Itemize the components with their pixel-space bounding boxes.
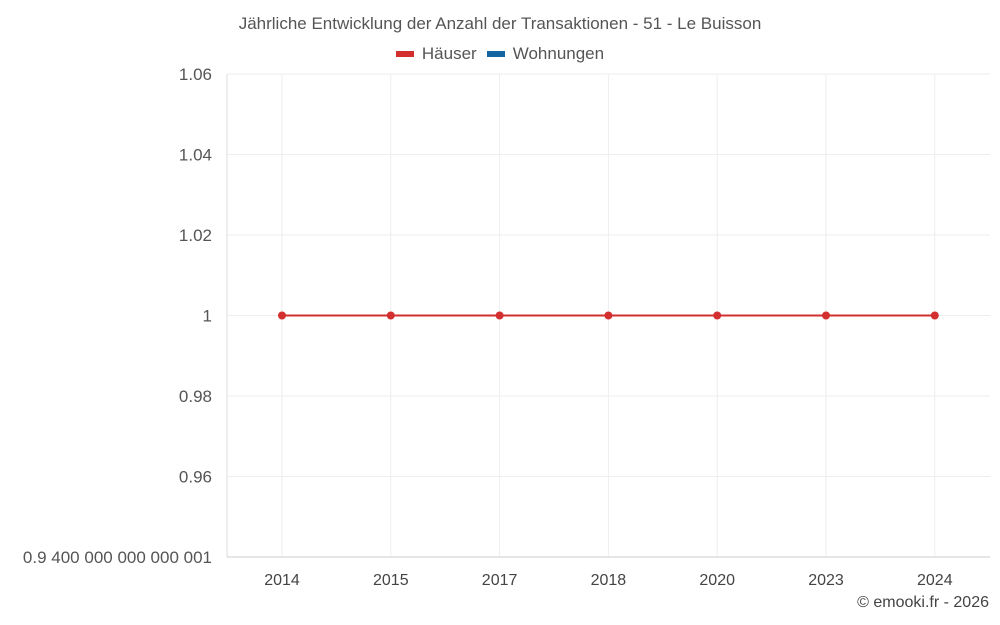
y-tick-label: 1 [203,307,212,326]
y-tick-label: 0.96 [179,468,212,487]
legend-label-haeuser: Häuser [421,44,477,63]
y-tick-label: 1.04 [179,146,212,165]
legend-swatch-wohnungen [486,51,505,57]
x-tick-label: 2015 [373,572,409,589]
data-point[interactable] [386,311,395,320]
y-tick-label: 1.02 [179,226,212,245]
x-tick-label: 2023 [808,572,844,589]
x-tick-label: 2017 [482,572,518,589]
data-point[interactable] [604,311,613,320]
y-tick-label: 0.98 [179,387,212,406]
legend-label-wohnungen: Wohnungen [512,44,605,63]
data-point[interactable] [495,311,504,320]
data-point[interactable] [278,311,286,320]
x-tick-label: 2014 [264,572,300,589]
data-point[interactable] [713,311,722,320]
legend-item-wohnungen[interactable]: Wohnungen [486,44,605,64]
x-tick-label: 2024 [917,572,953,589]
legend-item-haeuser[interactable]: Häuser [395,44,477,64]
data-point[interactable] [822,311,830,320]
credit-text: © emooki.fr - 2026 [857,594,989,611]
x-tick-label: 2020 [699,572,735,589]
data-point[interactable] [930,311,939,320]
legend-swatch-haeuser [395,51,414,57]
chart-title: Jährliche Entwicklung der Anzahl der Tra… [238,14,762,33]
y-tick-label: 1.06 [179,65,212,84]
x-tick-label: 2018 [591,572,627,589]
y-tick-label: 0.9 400 000 000 000 001 [23,548,212,567]
chart-legend: Häuser Wohnungen [0,44,1000,64]
